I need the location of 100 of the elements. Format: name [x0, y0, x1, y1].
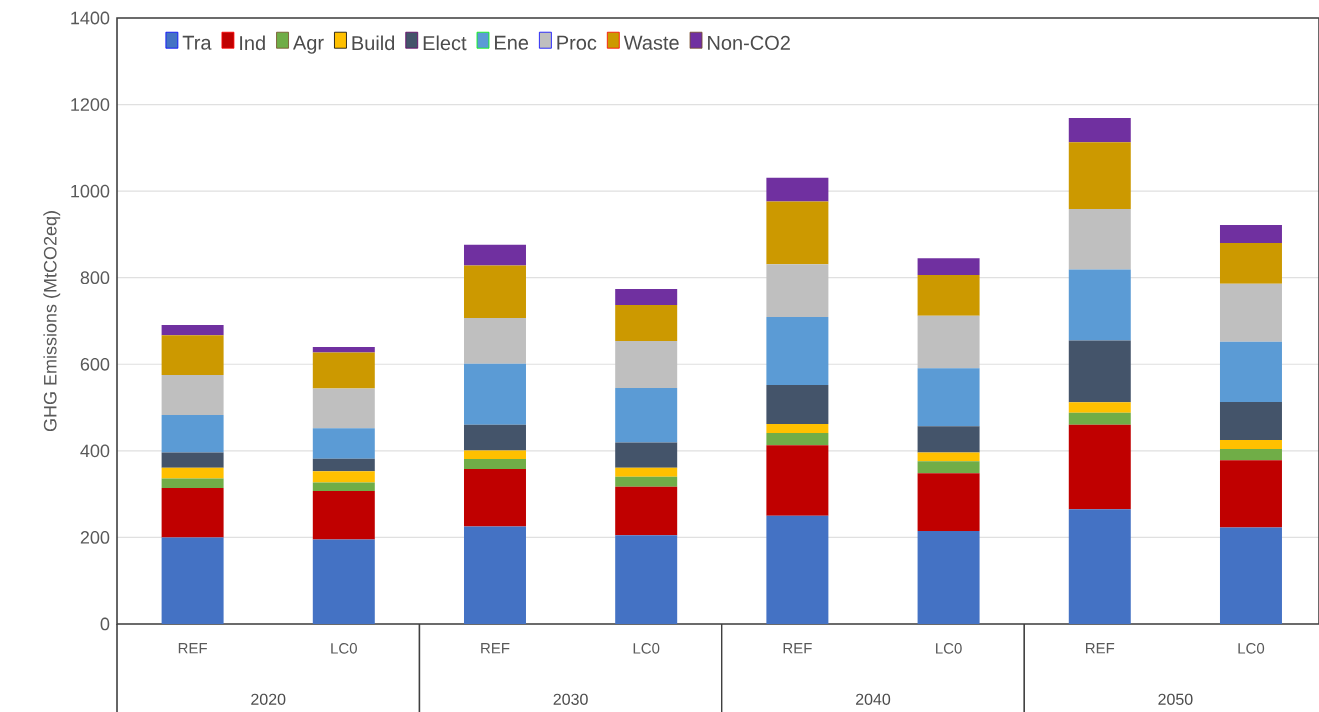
y-axis-title: GHG Emissions (MtCO2eq) — [43, 211, 61, 432]
x-tick-label: LC0 — [1238, 643, 1265, 654]
bar — [312, 539, 375, 624]
bar — [1068, 402, 1131, 413]
bar — [1068, 509, 1131, 624]
text: 2050 — [1158, 693, 1193, 705]
bar — [464, 526, 526, 624]
bar — [312, 471, 375, 483]
bar — [1068, 208, 1131, 270]
bar — [917, 530, 980, 624]
bar — [917, 275, 980, 316]
bar — [917, 315, 980, 369]
bar — [1068, 412, 1131, 425]
y-tick-label: 800 — [80, 271, 110, 285]
bar — [766, 424, 829, 434]
bar — [312, 458, 375, 472]
y-tick-label: 400 — [80, 444, 110, 458]
legend-label: Non-CO2 — [708, 35, 790, 50]
bar — [161, 324, 224, 336]
bar — [464, 424, 526, 451]
legend-label: Agr — [292, 35, 324, 54]
bar — [464, 265, 526, 318]
legend-label: Waste — [623, 35, 679, 50]
x-tick-label: REF — [178, 643, 207, 654]
legend-label: Ene — [495, 35, 529, 50]
bar — [1219, 283, 1282, 342]
bar — [161, 414, 224, 453]
bar — [766, 201, 829, 265]
bar — [615, 467, 678, 477]
bar — [161, 335, 224, 376]
bar — [917, 452, 980, 462]
bar — [312, 352, 375, 389]
legend-label: Proc — [557, 35, 597, 50]
bar — [1068, 117, 1131, 143]
bar — [917, 258, 980, 276]
bar — [161, 537, 224, 624]
bar — [615, 340, 678, 389]
bar — [615, 388, 678, 443]
legend-label: Ind — [240, 35, 265, 51]
bar — [161, 375, 224, 415]
bar — [615, 442, 678, 468]
bar — [615, 288, 678, 305]
bar — [312, 428, 375, 459]
x-tick-label: REF — [783, 643, 812, 654]
bar — [615, 476, 678, 487]
bar — [161, 467, 224, 479]
bar — [1068, 340, 1131, 403]
bar — [1068, 269, 1131, 341]
bar — [917, 461, 980, 474]
bar — [766, 515, 829, 624]
x-tick-label: LC0 — [633, 643, 660, 654]
bar — [1068, 424, 1131, 510]
legend-label: Tra — [182, 35, 212, 50]
bar — [312, 491, 375, 540]
bar — [1219, 440, 1282, 450]
y-tick-label: 1200 — [71, 98, 110, 111]
text: 2040 — [856, 693, 891, 705]
y-tick-label: 1000 — [71, 184, 110, 198]
bar — [1219, 449, 1282, 461]
bar — [766, 264, 829, 318]
legend-label: Build — [352, 35, 395, 51]
x-tick-label: LC0 — [331, 643, 357, 654]
y-tick-label: 0 — [100, 617, 110, 631]
y-tick-label: 200 — [80, 531, 110, 544]
legend-label: Elect — [423, 35, 467, 51]
x-tick-label: REF — [481, 643, 510, 654]
bar — [766, 445, 829, 516]
bar — [161, 452, 224, 468]
y-tick-label: 600 — [80, 357, 110, 371]
bar — [464, 244, 526, 266]
bar — [766, 177, 829, 202]
bar — [1219, 401, 1282, 441]
bar — [161, 478, 224, 489]
bar — [1219, 341, 1282, 402]
bar — [161, 488, 224, 538]
bar — [766, 385, 829, 424]
bar — [464, 469, 526, 527]
bar — [615, 486, 678, 536]
y-tick-label: 1400 — [71, 11, 110, 25]
bar — [917, 473, 980, 531]
bar — [312, 388, 375, 429]
bar — [1068, 142, 1131, 209]
bar — [464, 459, 526, 470]
bar — [1219, 243, 1282, 284]
bar — [464, 317, 526, 364]
bar — [1219, 527, 1282, 624]
bar — [464, 363, 526, 425]
text: 2020 — [251, 693, 286, 705]
bar — [464, 450, 526, 460]
text: 2030 — [553, 693, 588, 705]
x-tick-label: REF — [1086, 643, 1115, 654]
bar — [766, 433, 829, 446]
bar — [615, 304, 678, 341]
bar — [917, 368, 980, 427]
bar — [1219, 224, 1282, 244]
x-tick-label: LC0 — [936, 643, 962, 654]
bar — [1219, 460, 1282, 528]
bar — [312, 346, 375, 353]
bar — [312, 482, 375, 492]
bar — [917, 426, 980, 453]
